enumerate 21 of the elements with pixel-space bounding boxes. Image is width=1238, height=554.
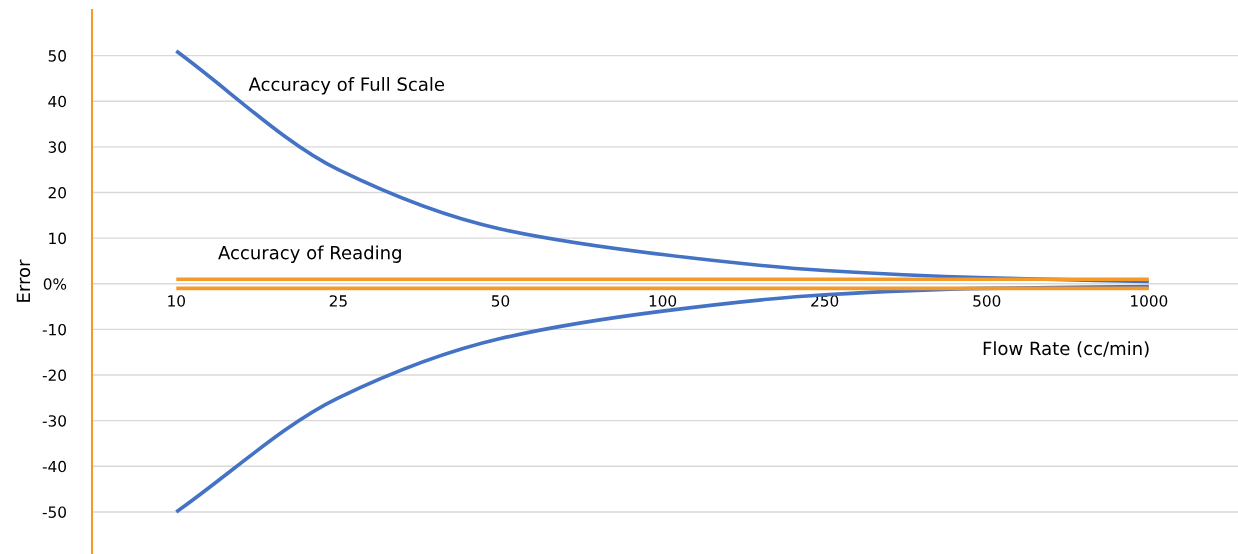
x-tick-label: 1000	[1131, 295, 1168, 307]
y-tick-label: 0%	[43, 278, 67, 290]
y-tick-label: 20	[48, 186, 66, 199]
y-tick-label: -10	[42, 323, 66, 336]
x-tick-label: 50	[491, 295, 510, 307]
y-tick-label: 30	[48, 141, 66, 153]
y-tick-label: 40	[48, 95, 66, 108]
y-tick-label: -20	[42, 369, 66, 382]
y-tick-label: -30	[42, 415, 66, 427]
x-tick-label: 100	[649, 295, 677, 307]
y-tick-label: -40	[42, 460, 66, 473]
y-tick-label: -50	[42, 506, 66, 518]
y-tick-label: 50	[48, 50, 66, 62]
x-tick-label: 500	[973, 295, 1001, 307]
x-tick-label: 10	[168, 295, 185, 307]
x-tick-label: 25	[329, 295, 347, 307]
series-label: Accuracy of Full Scale	[248, 77, 445, 95]
series-label: Accuracy of Reading	[218, 245, 401, 263]
y-tick-label: 10	[49, 232, 66, 245]
x-axis-title: Flow Rate (cc/min)	[983, 341, 1149, 358]
y-axis-title: Error	[16, 259, 31, 302]
